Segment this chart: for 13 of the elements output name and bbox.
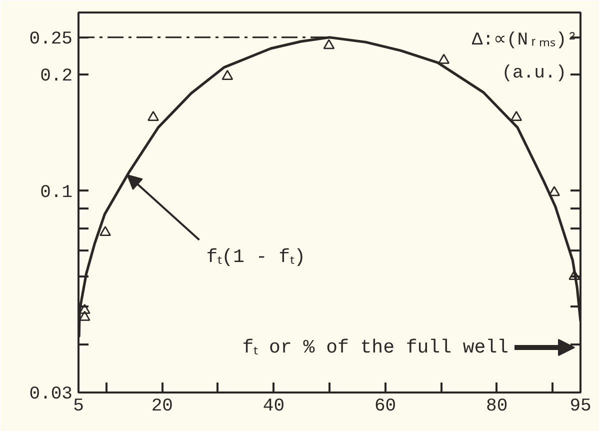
y-tick-label: 0.25 [29,29,73,50]
annotation: fₜ(1 - fₜ) [206,246,306,268]
y-tick-label: 0.2 [40,66,72,87]
x-axis-title: fₜ or % of the full well [242,336,509,358]
x-tick-label: 80 [486,396,508,416]
x-tick-label: 40 [262,396,285,416]
y-tick-label: 0.03 [29,384,73,404]
y-tick-label: 0.1 [40,182,72,203]
x-tick-label: 20 [151,396,173,416]
x-tick-label: 5 [73,396,84,416]
x-tick-label: 60 [374,396,396,416]
y-axis-title: Δ:∝(Nᵣₘₛ)² (a.u.) [472,30,578,84]
x-tick-label: 95 [570,396,592,416]
